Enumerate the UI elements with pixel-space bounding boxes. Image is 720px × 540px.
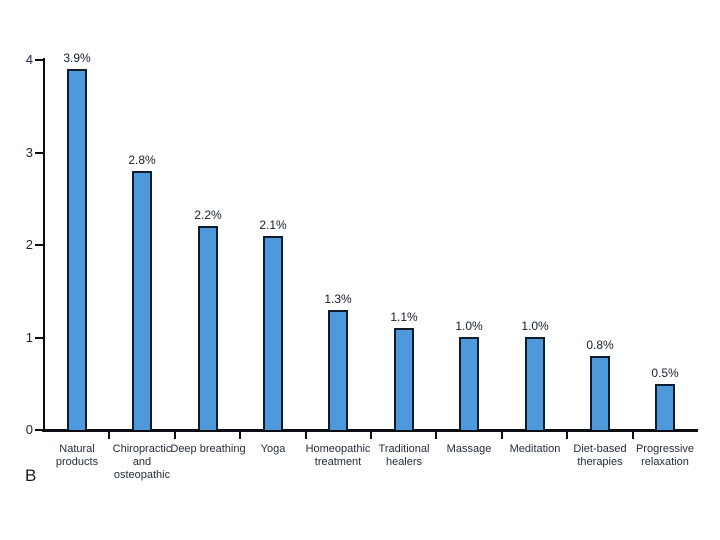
category-label-homeopathic-treatment: Homeopathic treatment bbox=[305, 443, 371, 468]
y-tick-label: 1 bbox=[25, 329, 33, 345]
category-label-diet-based-therapies: Diet-based therapies bbox=[573, 443, 627, 468]
x-axis-line bbox=[42, 429, 698, 432]
y-tick-mark bbox=[35, 429, 43, 431]
bar-value-label: 1.0% bbox=[455, 319, 483, 333]
bar-value-label: 3.9% bbox=[63, 51, 91, 65]
x-boundary-tick bbox=[566, 431, 568, 439]
bar-traditional-healers bbox=[394, 328, 414, 430]
bar-progressive-relaxation bbox=[655, 384, 675, 430]
y-tick-mark bbox=[35, 151, 43, 154]
y-tick-label: 2 bbox=[25, 237, 33, 252]
y-tick-label: 4 bbox=[25, 52, 33, 67]
x-boundary-tick bbox=[435, 431, 437, 439]
category-label-yoga: Yoga bbox=[260, 443, 286, 455]
category-label-natural-products: Natural products bbox=[55, 443, 99, 468]
y-tick-mark bbox=[35, 244, 43, 246]
x-boundary-tick bbox=[632, 431, 634, 439]
bar-homeopathic-treatment bbox=[328, 310, 348, 430]
x-boundary-tick bbox=[108, 431, 110, 439]
category-label-traditional-healers: Traditional healers bbox=[378, 443, 430, 468]
bar-value-label: 0.5% bbox=[651, 366, 679, 380]
x-boundary-tick bbox=[501, 431, 503, 439]
x-boundary-tick bbox=[370, 431, 372, 439]
category-label-progressive-relaxation: Progressive relaxation bbox=[635, 443, 695, 468]
x-boundary-tick bbox=[305, 431, 307, 439]
bar-value-label: 1.3% bbox=[324, 292, 352, 306]
bar-yoga bbox=[263, 236, 283, 430]
category-label-massage: Massage bbox=[446, 443, 492, 455]
bar-value-label: 0.8% bbox=[586, 338, 614, 352]
bar-value-label: 2.8% bbox=[128, 153, 156, 167]
y-tick-mark bbox=[35, 336, 43, 339]
bar-natural-products bbox=[67, 69, 87, 430]
bar-value-label: 1.1% bbox=[390, 310, 418, 324]
category-label-meditation: Meditation bbox=[509, 443, 561, 455]
x-boundary-tick bbox=[174, 431, 176, 439]
panel-letter: B bbox=[25, 466, 37, 485]
y-tick-mark bbox=[35, 59, 43, 61]
category-label-deep-breathing: Deep breathing bbox=[170, 443, 246, 455]
bar-meditation bbox=[525, 337, 545, 430]
bar-massage bbox=[459, 337, 479, 430]
y-tick-label: 0 bbox=[25, 422, 33, 437]
y-axis-line bbox=[43, 58, 45, 432]
bar-value-label: 2.1% bbox=[259, 218, 287, 232]
y-tick-label: 3 bbox=[25, 144, 33, 160]
category-label-chiropractic-and-osteopathic: Chiropractic and osteopathic bbox=[112, 443, 172, 481]
bar-deep-breathing bbox=[198, 226, 218, 430]
bar-chiropractic-and-osteopathic bbox=[132, 171, 152, 430]
x-boundary-tick bbox=[239, 431, 241, 439]
bar-diet-based-therapies bbox=[590, 356, 610, 430]
bar-value-label: 1.0% bbox=[521, 319, 549, 333]
bar-value-label: 2.2% bbox=[194, 208, 222, 222]
